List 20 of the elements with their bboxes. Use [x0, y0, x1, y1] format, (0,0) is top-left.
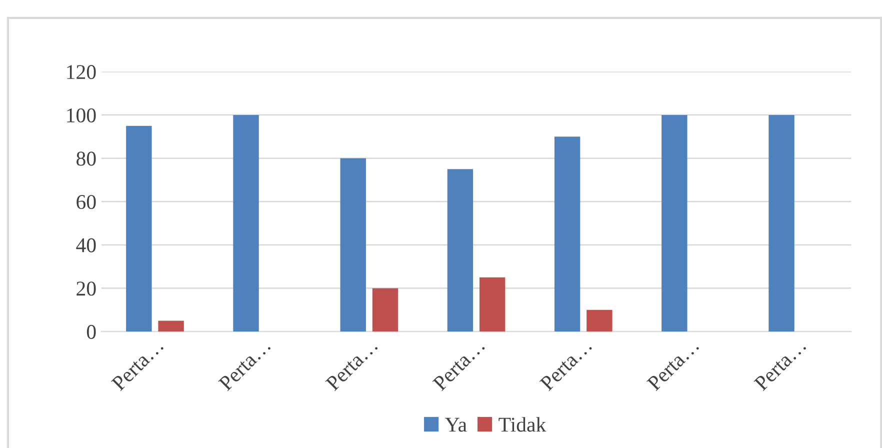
- bar: [233, 114, 259, 332]
- legend-label: Ya: [445, 418, 467, 432]
- bar: [554, 136, 580, 332]
- bar: [586, 310, 612, 332]
- y-tick-label: 120: [67, 65, 96, 80]
- bar: [768, 114, 794, 332]
- bar: [662, 114, 688, 332]
- bar: [158, 320, 184, 332]
- bar: [340, 158, 366, 332]
- y-tick-label: 20: [76, 282, 96, 296]
- bar: [126, 126, 152, 332]
- bar: [372, 288, 398, 332]
- y-tick-label: 80: [76, 152, 96, 166]
- y-tick-label: 60: [76, 194, 96, 210]
- legend-label: Tidak: [498, 417, 546, 432]
- y-tick-label: 0: [86, 324, 96, 339]
- bar: [447, 169, 474, 332]
- bar: [479, 277, 506, 332]
- y-tick-label: 40: [76, 238, 96, 252]
- y-tick-label: 100: [67, 108, 96, 122]
